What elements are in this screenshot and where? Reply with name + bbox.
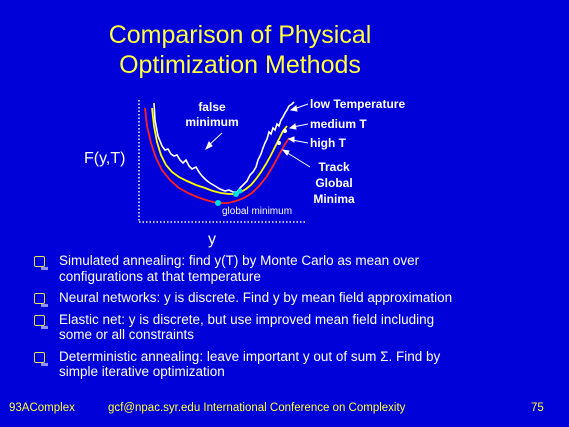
medium-t-label: medium T (310, 117, 367, 131)
footer-center: gcf@npac.syr.edu International Conferenc… (108, 402, 406, 414)
bullet-simulated-annealing: Simulated annealing: find y(T) by Monte … (34, 253, 554, 284)
checkbox-bullet-icon (34, 314, 48, 329)
slide-title: Comparison of Physical Optimization Meth… (60, 20, 420, 80)
track-label-2: Global (315, 176, 352, 190)
bullet-text-line-2: some or all constraints (59, 327, 195, 342)
bullet-text-line-1: Deterministic annealing: leave important… (59, 348, 441, 364)
track-label-1: Track (318, 160, 350, 174)
minimum-dot-2 (233, 191, 239, 197)
bullet-elastic-net: Elastic net: y is discrete, but use impr… (34, 312, 554, 343)
x-axis-label: y (208, 231, 216, 248)
checkbox-bullet-icon (34, 293, 48, 307)
bullet-list: Simulated annealing: find y(T) by Monte … (34, 253, 554, 386)
minimum-dot-3 (237, 188, 243, 194)
footer-left: 93AComplex (9, 402, 75, 414)
global-minimum-label: global minimum (222, 206, 292, 217)
global-minimum-dot (215, 200, 221, 206)
energy-landscape-figure: F(y,T) y false minimum low Temperature m… (84, 97, 405, 248)
track-dot-1 (283, 129, 287, 133)
bullet-text-line-2: simple iterative optimization (59, 364, 225, 379)
bullet-text-line-1: Neural networks: y is discrete. Find y b… (59, 290, 453, 305)
bullet-text-line-1: Elastic net: y is discrete, but use impr… (59, 311, 435, 327)
page-number: 75 (531, 402, 544, 414)
false-minimum-label-2: minimum (185, 115, 238, 129)
bullet-deterministic-annealing: Deterministic annealing: leave important… (34, 349, 554, 380)
track-label-3: Minima (313, 192, 355, 206)
medium-t-curve (151, 107, 288, 195)
false-minimum-label-1: false (198, 100, 226, 114)
y-axis-label: F(y,T) (84, 150, 125, 167)
bullet-text-line-1: Simulated annealing: find y(T) by Monte … (59, 253, 420, 268)
checkbox-bullet-icon (34, 351, 48, 366)
track-dot-2 (277, 141, 281, 145)
high-t-label: high T (310, 136, 347, 150)
title-line-1: Comparison of Physical (108, 21, 372, 49)
bullet-text-line-2: configurations at that temperature (59, 268, 261, 284)
checkbox-bullet-icon (34, 256, 48, 270)
title-line-2: Optimization Methods (119, 51, 361, 79)
bullet-neural-networks: Neural networks: y is discrete. Find y b… (34, 290, 554, 307)
low-temperature-label: low Temperature (310, 97, 405, 111)
pointer-arrows (205, 103, 311, 168)
